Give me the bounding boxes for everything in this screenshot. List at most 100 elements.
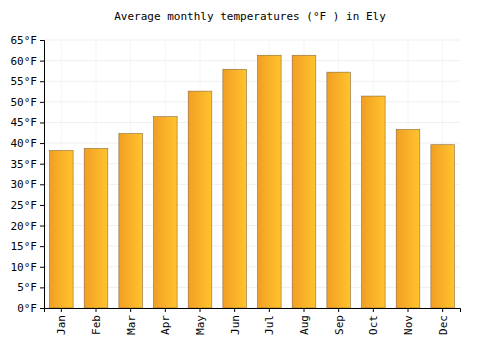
y-axis-line (40, 41, 45, 309)
y-tick: 10°F (11, 261, 45, 274)
x-tick-label: Jul (263, 315, 276, 335)
x-tick-label: Aug (298, 315, 311, 335)
y-tick-label: 30°F (11, 178, 38, 191)
x-tick-label: Apr (159, 315, 172, 335)
bar (431, 145, 455, 308)
x-tick: Nov (402, 308, 415, 335)
y-tick-mark (40, 205, 44, 206)
plot: 0°F 5°F 10°F 15°F 20°F 25°F 30°F 35°F 40°F 45°F 50… (11, 34, 461, 335)
x-tick-label: Sep (333, 315, 346, 335)
y-tick-label: 50°F (11, 96, 38, 109)
y-tick-mark (40, 102, 44, 103)
y-tick-label: 40°F (11, 137, 38, 150)
y-tick-label: 45°F (11, 116, 38, 129)
y-tick: 35°F (11, 158, 45, 171)
x-tick: Oct (367, 308, 380, 335)
y-tick-label: 5°F (17, 281, 37, 294)
y-tick-mark (40, 287, 44, 288)
x-tick: Feb (90, 308, 103, 335)
x-tick: Apr (159, 308, 172, 335)
x-tick-mark (200, 308, 201, 312)
y-tick-label: 25°F (11, 199, 38, 212)
x-tick-mark (269, 308, 270, 312)
y-tick-mark (40, 122, 44, 123)
y-tick: 20°F (11, 220, 45, 233)
y-tick-mark (40, 164, 44, 165)
bar (84, 148, 108, 308)
bar (154, 117, 178, 308)
x-tick-label: Jun (229, 315, 242, 335)
y-tick-label: 20°F (11, 220, 38, 233)
x-tick-label: Oct (367, 315, 380, 335)
y-tick: 65°F (11, 34, 45, 47)
y-tick: 60°F (11, 55, 45, 68)
x-tick-mark (338, 308, 339, 312)
x-tick-mark (408, 308, 409, 312)
y-tick-mark (40, 246, 44, 247)
x-tick-mark (442, 308, 443, 312)
y-tick: 40°F (11, 137, 45, 150)
grid-line (44, 60, 460, 61)
y-tick-label: 55°F (11, 75, 38, 88)
x-tick-mark (304, 308, 305, 312)
y-tick: 30°F (11, 178, 45, 191)
title: Average monthly temperatures (°F ) in El… (114, 10, 386, 23)
y-tick-mark (40, 81, 44, 82)
bar (396, 129, 420, 308)
x-tick: Mar (125, 308, 138, 335)
bar (119, 134, 143, 308)
y-tick-mark (40, 267, 44, 268)
y-tick-label: 65°F (11, 34, 38, 47)
x-tick: Sep (333, 308, 346, 335)
y-tick: 45°F (11, 116, 45, 129)
grid (44, 40, 460, 308)
y-tick-label: 35°F (11, 158, 38, 171)
bar (188, 91, 212, 308)
x-tick: Jun (229, 308, 242, 335)
y-tick: 25°F (11, 199, 45, 212)
y-tick-mark (40, 40, 44, 41)
x-tick-mark (61, 308, 62, 312)
y-tick-mark (40, 184, 44, 185)
y-tick-label: 0°F (17, 302, 37, 315)
chart: 0°F 5°F 10°F 15°F 20°F 25°F 30°F 35°F 40°F 45°F 50… (0, 0, 500, 350)
x-tick-mark (165, 308, 166, 312)
y-tick-mark (40, 61, 44, 62)
bar (50, 150, 74, 308)
x-tick-label: Mar (125, 315, 138, 335)
x-tick-label: Feb (90, 315, 103, 335)
y-tick-mark (40, 143, 44, 144)
grid-line (44, 81, 460, 82)
x-tick-label: Nov (402, 315, 415, 335)
x-axis: Jan Feb Mar Apr May Jun Jul Aug Sep Oct Nov Dec (45, 308, 461, 335)
x-tick-mark (234, 308, 235, 312)
grid-line (44, 101, 460, 102)
x-tick-label: Jan (55, 315, 68, 335)
y-tick-label: 60°F (11, 55, 38, 68)
x-tick: May (194, 308, 207, 335)
y-axis: 0°F 5°F 10°F 15°F 20°F 25°F 30°F 35°F 40°F 45°F 50… (11, 34, 45, 315)
y-tick: 15°F (11, 240, 45, 253)
x-tick: Jul (263, 308, 276, 335)
bars (50, 55, 455, 308)
y-tick-mark (40, 226, 44, 227)
y-tick-label: 10°F (11, 261, 38, 274)
x-tick-mark (96, 308, 97, 312)
x-tick: Aug (298, 308, 311, 335)
bar (258, 55, 282, 308)
bar (223, 69, 247, 308)
y-tick: 5°F (17, 281, 44, 294)
x-tick: Dec (437, 308, 450, 335)
y-tick: 0°F (17, 302, 44, 315)
x-tick-label: Dec (437, 315, 450, 335)
bar (292, 55, 316, 308)
bar (362, 96, 386, 308)
y-tick-mark (40, 308, 44, 309)
y-tick-label: 15°F (11, 240, 38, 253)
grid-line (44, 122, 460, 123)
y-tick: 50°F (11, 96, 45, 109)
y-tick: 55°F (11, 75, 45, 88)
x-tick-mark (130, 308, 131, 312)
x-tick-mark (373, 308, 374, 312)
x-tick-label: May (194, 315, 207, 335)
